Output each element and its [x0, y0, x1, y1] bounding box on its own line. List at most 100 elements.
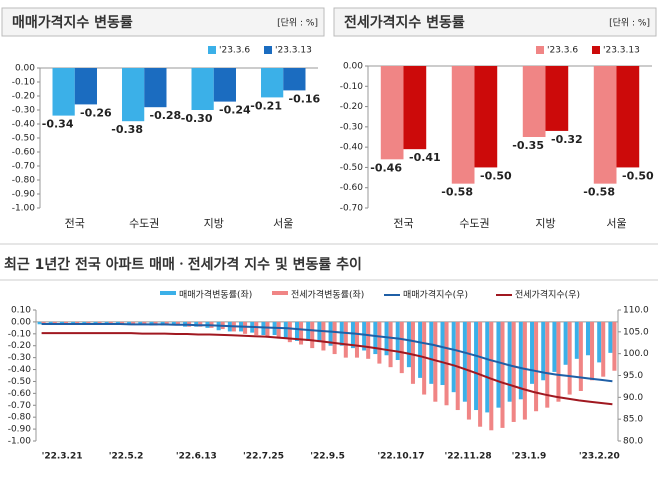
bar — [171, 321, 176, 326]
line — [41, 323, 613, 383]
y-tick-label: -0.80 — [12, 176, 36, 186]
bar — [131, 321, 136, 325]
bar — [213, 68, 236, 102]
bar — [545, 66, 569, 131]
bar — [556, 321, 561, 402]
x-tick-label: '22.5.2 — [109, 452, 144, 462]
y-tick-label: -0.70 — [12, 162, 36, 172]
bar — [563, 321, 568, 365]
bar — [597, 321, 602, 363]
value-label: -0.32 — [551, 133, 583, 146]
y-tick-label: -0.60 — [340, 183, 364, 193]
bar — [276, 321, 281, 339]
bar — [380, 66, 404, 160]
legend-swatch — [272, 291, 288, 295]
chart-title: 전세가격지수 변동률 — [344, 14, 465, 31]
bar — [567, 321, 572, 395]
x-tick-label: 전국 — [393, 217, 413, 230]
legend-label: 매매가격변동률(좌) — [179, 289, 252, 301]
bar — [175, 321, 180, 326]
bar — [332, 321, 337, 355]
bar — [287, 321, 292, 343]
value-label: -0.41 — [409, 151, 441, 164]
value-label: -0.46 — [370, 161, 402, 174]
y2-tick-label: 90.0 — [623, 393, 643, 403]
line — [41, 332, 613, 406]
bar — [328, 321, 333, 346]
x-tick-label: '22.6.13 — [176, 452, 217, 462]
value-label: -0.24 — [219, 104, 251, 117]
bar — [511, 321, 516, 422]
y-tick-label: -0.10 — [12, 78, 36, 88]
panel-header — [1, 7, 325, 37]
y-tick-label: 0.00 — [343, 62, 363, 72]
bar — [578, 321, 583, 391]
y-tick-label: -0.60 — [8, 389, 32, 399]
bar — [350, 321, 355, 349]
bar — [261, 321, 266, 336]
y-tick-label: -0.90 — [12, 190, 36, 200]
y2-tick-label: 100.0 — [623, 349, 649, 359]
x-tick-label: 지방 — [204, 217, 224, 230]
y-tick-label: -0.90 — [8, 425, 32, 435]
legend-label: 매매가격지수(우) — [403, 289, 468, 301]
bar — [496, 321, 501, 408]
value-label: -0.50 — [480, 169, 512, 182]
y-tick-label: -0.10 — [340, 82, 364, 92]
value-label: -0.34 — [42, 118, 74, 131]
value-label: -0.58 — [441, 186, 473, 199]
y2-tick-label: 85.0 — [623, 415, 643, 425]
y-tick-label: -1.00 — [8, 437, 32, 447]
x-tick-label: 지방 — [535, 217, 555, 230]
y2-tick-label: 105.0 — [623, 327, 649, 337]
y2-tick-label: 95.0 — [623, 371, 643, 381]
value-label: -0.30 — [181, 112, 213, 125]
bar — [395, 321, 400, 361]
y-tick-label: -0.30 — [340, 122, 364, 132]
bar — [593, 66, 617, 184]
legend-swatch — [264, 46, 272, 54]
y-tick-label: -0.10 — [8, 329, 32, 339]
legend-label: '23.3.13 — [275, 46, 312, 56]
bar — [474, 66, 498, 168]
bar — [384, 321, 389, 356]
y-tick-label: -0.20 — [8, 341, 32, 351]
x-tick-label: '22.10.17 — [377, 452, 424, 462]
bar — [500, 321, 505, 428]
bar — [191, 68, 214, 110]
bar — [294, 321, 300, 341]
y-tick-label: -0.50 — [8, 377, 32, 387]
value-label: -0.50 — [622, 169, 654, 182]
legend-label: 전세가격지수(우) — [515, 289, 580, 301]
bar — [534, 321, 539, 412]
legend-swatch — [208, 46, 216, 54]
bar — [440, 321, 445, 386]
legend-swatch — [536, 46, 544, 54]
y-tick-label: -0.70 — [340, 204, 364, 214]
bar — [339, 321, 344, 346]
bar — [552, 321, 557, 372]
bar — [574, 321, 579, 359]
y-tick-label: -0.40 — [8, 365, 32, 375]
y-tick-label: -0.30 — [12, 106, 36, 116]
bar — [518, 321, 523, 400]
bar — [399, 321, 404, 374]
bar — [283, 68, 306, 91]
bar — [321, 321, 326, 351]
bar — [418, 321, 423, 378]
y2-tick-label: 80.0 — [623, 437, 643, 447]
x-tick-label: '23.2.20 — [579, 452, 620, 462]
bar — [590, 321, 595, 381]
value-label: -0.38 — [111, 123, 143, 136]
bar — [306, 321, 311, 341]
value-label: -0.16 — [289, 92, 321, 105]
bar — [366, 321, 371, 359]
bar — [310, 321, 315, 349]
bar — [74, 68, 97, 105]
bar — [37, 321, 42, 325]
bar — [127, 321, 132, 325]
x-tick-label: '22.3.21 — [42, 452, 83, 462]
x-tick-label: 서울 — [606, 217, 626, 230]
